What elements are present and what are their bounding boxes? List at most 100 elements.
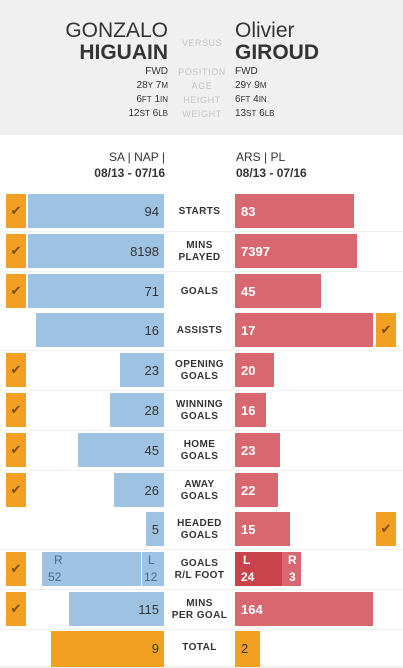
left-bar <box>28 274 164 308</box>
left-bar <box>36 313 164 347</box>
right-last-name: GIROUD <box>235 41 319 64</box>
right-value: 16 <box>241 403 256 418</box>
right-left-foot-label: L <box>243 553 251 567</box>
left-age: 28Y 7M <box>136 80 168 91</box>
row-cell-bg <box>164 391 235 430</box>
row-cell-bg <box>0 510 28 549</box>
left-competition[interactable]: SA | NAP | <box>108 150 165 164</box>
right-bar <box>235 473 278 507</box>
winner-check-icon: ✔ <box>6 274 26 308</box>
right-height: 6FT 4IN <box>235 94 267 105</box>
row-cell-bg <box>0 630 28 666</box>
winner-check-icon: ✔ <box>376 512 396 546</box>
right-value: 15 <box>241 522 256 537</box>
stat-label: MINS PER GOAL <box>171 597 228 621</box>
row-cell-bg <box>28 510 164 549</box>
left-value: 45 <box>144 443 159 458</box>
right-value: 22 <box>241 483 256 498</box>
left-value: 8198 <box>130 244 159 259</box>
winner-check-icon: ✔ <box>6 393 26 427</box>
left-bar <box>120 353 164 387</box>
stat-row: 23 20 OPENING GOALS ✔ <box>0 351 403 390</box>
row-cell-bg <box>375 192 403 231</box>
row-cell-bg <box>164 550 235 589</box>
versus-label: VERSUS <box>181 38 222 48</box>
left-left-foot-label: L <box>148 553 155 567</box>
stat-label: HOME GOALS <box>180 438 219 462</box>
stat-label: WINNING GOALS <box>175 398 224 422</box>
stat-row: 115 164 MINS PER GOAL ✔ <box>0 590 403 629</box>
player-header: GONZALO HIGUAIN Olivier GIROUD VERSUS FW… <box>0 0 403 135</box>
winner-check-icon: ✔ <box>6 552 26 586</box>
foot-split <box>141 552 142 586</box>
left-bar <box>42 552 164 586</box>
row-cell-bg <box>164 311 235 350</box>
left-position: FWD <box>145 66 168 77</box>
row-cell-bg <box>0 311 28 350</box>
left-season-dates[interactable]: 08/13 - 07/16 <box>94 166 165 180</box>
right-season-dates[interactable]: 08/13 - 07/16 <box>236 166 307 180</box>
right-bar <box>235 313 373 347</box>
left-value: 115 <box>138 602 159 617</box>
left-value: 26 <box>144 483 159 498</box>
row-cell-bg <box>164 232 235 271</box>
left-value: 23 <box>144 363 159 378</box>
stat-label: TOTAL <box>182 642 217 653</box>
right-value: 164 <box>241 602 263 617</box>
right-player-name: Olivier GIROUD <box>235 20 319 64</box>
left-bar <box>78 433 164 467</box>
stat-label: HEADED GOALS <box>177 517 222 541</box>
winner-check-icon: ✔ <box>6 194 26 228</box>
right-left-foot-bar <box>235 552 282 586</box>
stat-label: GOALS <box>180 285 219 297</box>
stat-row: 71 45 GOALS ✔ <box>0 272 403 311</box>
left-right-foot-goals: 52 <box>48 570 62 584</box>
right-bar <box>235 512 290 546</box>
winner-check-icon: ✔ <box>6 234 26 268</box>
row-cell-bg <box>375 431 403 470</box>
right-bar <box>235 274 321 308</box>
left-bar <box>110 393 164 427</box>
left-value: 16 <box>144 323 159 338</box>
row-cell-bg <box>375 550 403 589</box>
right-age: 29Y 9M <box>235 80 267 91</box>
stat-row: R 52 L 12 L 24 R 3 GOALS R/L FOOT ✔ <box>0 550 403 589</box>
right-competition[interactable]: ARS | PL <box>236 150 286 164</box>
winner-check-icon: ✔ <box>6 353 26 387</box>
right-bar <box>235 194 354 228</box>
right-value: 83 <box>241 204 256 219</box>
stat-label: ASSISTS <box>176 324 223 336</box>
stat-row: 45 23 HOME GOALS ✔ <box>0 431 403 470</box>
right-position: FWD <box>235 66 258 77</box>
right-left-foot-goals: 24 <box>241 570 255 584</box>
right-right-foot-goals: 3 <box>289 570 296 584</box>
right-bar <box>235 433 280 467</box>
winner-check-icon: ✔ <box>6 473 26 507</box>
weight-label: WEIGHT <box>182 109 222 119</box>
row-cell-bg <box>375 471 403 510</box>
left-weight: 12ST 6LB <box>128 108 169 119</box>
left-left-foot-goals: 12 <box>144 570 158 584</box>
age-label: AGE <box>191 81 213 91</box>
winner-check-icon: ✔ <box>6 592 26 626</box>
left-bar <box>28 194 164 228</box>
right-value: 23 <box>241 443 256 458</box>
left-value: 71 <box>144 284 159 299</box>
right-weight: 13ST 6LB <box>235 108 275 119</box>
position-label: POSITION <box>178 67 226 77</box>
stat-label: GOALS R/L FOOT <box>174 557 225 581</box>
row-cell-bg <box>164 192 235 231</box>
left-bar <box>28 234 164 268</box>
left-bar <box>114 473 164 507</box>
row-cell-bg <box>375 630 403 666</box>
left-total-highlight <box>51 631 164 667</box>
right-value: 2 <box>241 641 249 656</box>
stat-row: 9 2 TOTAL <box>0 630 403 667</box>
left-value: 28 <box>144 403 159 418</box>
row-cell-bg <box>164 272 235 311</box>
left-right-foot-label: R <box>54 553 63 567</box>
row-cell-bg <box>375 391 403 430</box>
left-last-name: HIGUAIN <box>79 41 168 64</box>
height-label: HEIGHT <box>183 95 221 105</box>
row-cell-bg <box>164 471 235 510</box>
